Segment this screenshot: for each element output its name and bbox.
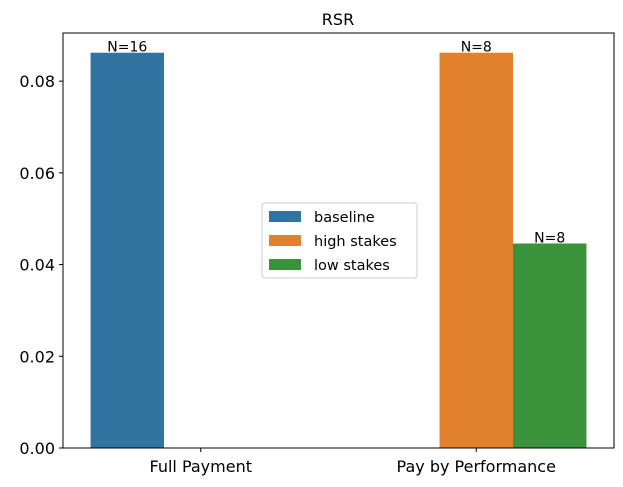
bar-low-stakes-pay-by-performance	[512, 243, 587, 448]
data-label: N=8	[461, 40, 492, 56]
legend-swatch	[269, 211, 301, 222]
legend-label: baseline	[314, 210, 375, 226]
y-tick-label: 0.02	[19, 347, 55, 366]
y-tick-label: 0.00	[19, 439, 55, 458]
legend-label: low stakes	[314, 258, 390, 274]
legend-swatch	[269, 235, 301, 246]
x-axis: Full Payment Pay by Performance	[150, 448, 556, 476]
legend-swatch	[269, 259, 301, 270]
legend: baseline high stakes low stakes	[261, 202, 418, 279]
bars-group	[90, 52, 587, 448]
data-labels-group: N=16 N=8 N=8	[107, 40, 565, 247]
x-tick-label: Pay by Performance	[397, 457, 556, 476]
y-tick-label: 0.04	[19, 256, 55, 275]
y-tick-label: 0.06	[19, 164, 55, 183]
data-label: N=16	[107, 40, 147, 56]
chart-title: RSR	[322, 10, 354, 29]
bar-high-stakes-pay-by-performance	[439, 52, 513, 448]
y-axis: 0.00 0.02 0.04 0.06 0.08	[19, 72, 63, 458]
data-label: N=8	[534, 230, 565, 246]
y-tick-label: 0.08	[19, 72, 55, 91]
legend-label: high stakes	[314, 234, 397, 250]
x-tick-label: Full Payment	[150, 457, 253, 476]
bar-baseline-full-payment	[90, 52, 165, 448]
plot-frame	[62, 32, 615, 449]
